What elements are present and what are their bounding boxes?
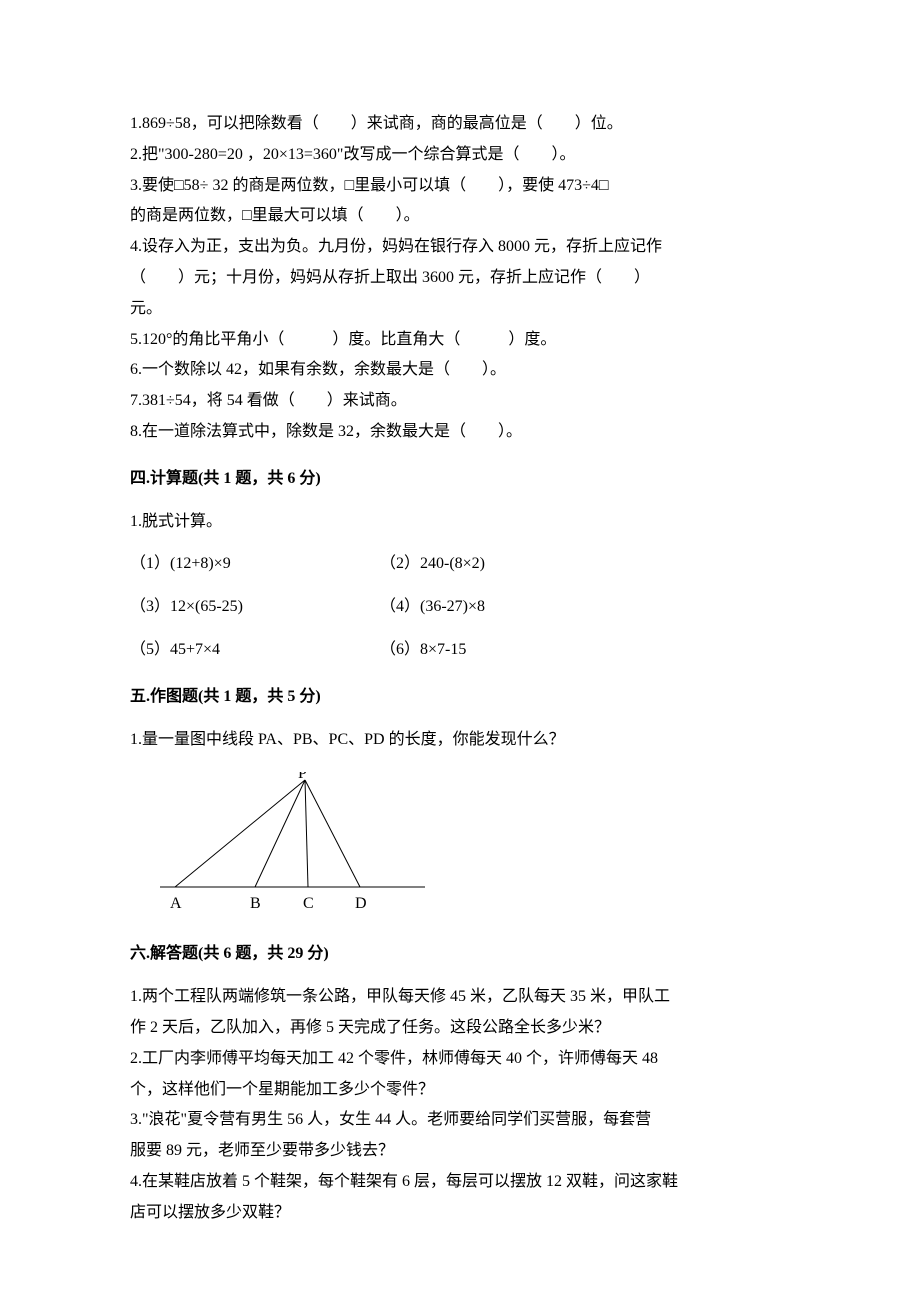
svg-text:D: D — [355, 895, 367, 912]
fill-q2: 2.把"300-280=20 ，20×13=360"改写成一个综合算式是（ ）。 — [130, 141, 790, 170]
svg-text:A: A — [170, 895, 182, 912]
geometry-svg: P A B C D — [150, 772, 430, 922]
section6-q3-line2: 服要 89 元，老师至少要带多少钱去？ — [130, 1137, 790, 1166]
section6-heading: 六.解答题(共 6 题，共 29 分) — [130, 940, 790, 969]
section6-q1-line1: 1.两个工程队两端修筑一条公路，甲队每天修 45 米，乙队每天 35 米，甲队工 — [130, 983, 790, 1012]
svg-text:B: B — [250, 895, 261, 912]
fill-q1: 1.869÷58，可以把除数看（ ）来试商，商的最高位是（ ）位。 — [130, 110, 790, 139]
fill-q4-line3: 元。 — [130, 295, 790, 324]
calc-4: （4）(36-27)×8 — [380, 593, 790, 622]
calc-1: （1）(12+8)×9 — [130, 550, 380, 579]
fill-q3-line2: 的商是两位数，□里最大可以填（ ）。 — [130, 202, 790, 231]
section6-q4-line1: 4.在某鞋店放着 5 个鞋架，每个鞋架有 6 层，每层可以摆放 12 双鞋，问这… — [130, 1168, 790, 1197]
calc-6: （6）8×7-15 — [380, 636, 790, 665]
section5-heading: 五.作图题(共 1 题，共 5 分) — [130, 683, 790, 712]
fill-q3-line1: 3.要使□58÷ 32 的商是两位数，□里最小可以填（ ），要使 473÷4□ — [130, 172, 790, 201]
fill-q5: 5.120°的角比平角小（ ）度。比直角大（ ）度。 — [130, 326, 790, 355]
section6-q4-line2: 店可以摆放多少双鞋？ — [130, 1199, 790, 1228]
fill-q7: 7.381÷54，将 54 看做（ ）来试商。 — [130, 387, 790, 416]
fill-q8: 8.在一道除法算式中，除数是 32，余数最大是（ ）。 — [130, 418, 790, 447]
calc-3: （3）12×(65-25) — [130, 593, 380, 622]
section6-q1-line2: 作 2 天后，乙队加入，再修 5 天完成了任务。这段公路全长多少米？ — [130, 1014, 790, 1043]
section4-intro: 1.脱式计算。 — [130, 508, 790, 537]
fill-q4-line2: （ ）元；十月份，妈妈从存折上取出 3600 元，存折上应记作（ ） — [130, 264, 790, 293]
section4-heading: 四.计算题(共 1 题，共 6 分) — [130, 465, 790, 494]
fill-q4-line1: 4.设存入为正，支出为负。九月份，妈妈在银行存入 8000 元，存折上应记作 — [130, 233, 790, 262]
fill-q6: 6.一个数除以 42，如果有余数，余数最大是（ ）。 — [130, 356, 790, 385]
geometry-figure: P A B C D — [130, 772, 790, 922]
section5-q1: 1.量一量图中线段 PA、PB、PC、PD 的长度，你能发现什么？ — [130, 726, 790, 755]
svg-text:C: C — [303, 895, 314, 912]
calc-2: （2）240-(8×2) — [380, 550, 790, 579]
calc-row-3: （5）45+7×4 （6）8×7-15 — [130, 636, 790, 665]
section6-q2-line2: 个，这样他们一个星期能加工多少个零件？ — [130, 1076, 790, 1105]
calc-row-1: （1）(12+8)×9 （2）240-(8×2) — [130, 550, 790, 579]
calc-row-2: （3）12×(65-25) （4）(36-27)×8 — [130, 593, 790, 622]
calc-5: （5）45+7×4 — [130, 636, 380, 665]
section6-q3-line1: 3."浪花"夏令营有男生 56 人，女生 44 人。老师要给同学们买营服，每套营 — [130, 1106, 790, 1135]
svg-text:P: P — [298, 772, 307, 782]
section6-q2-line1: 2.工厂内李师傅平均每天加工 42 个零件，林师傅每天 40 个，许师傅每天 4… — [130, 1045, 790, 1074]
